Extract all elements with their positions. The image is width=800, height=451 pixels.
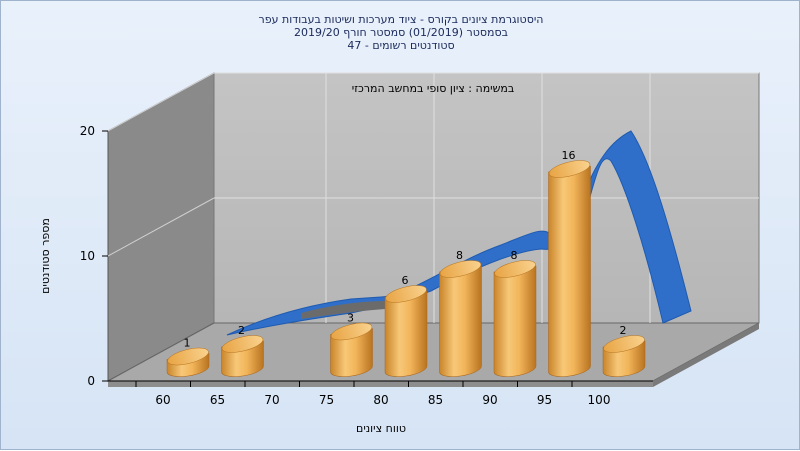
y-tick-label: 20 (80, 124, 95, 138)
bar (330, 322, 373, 377)
chart-annotation: במשימה : ציון סופי במחשב המרכזי (352, 82, 515, 95)
gridline-left (107, 197, 215, 257)
bar-top (330, 322, 373, 341)
distribution-curve (226, 130, 692, 336)
data-label: 16 (562, 149, 576, 162)
bars-group: 1 2 3 6 8 8 16 2 (166, 149, 646, 377)
x-tick-label: 90 (482, 393, 497, 407)
data-label: 2 (620, 324, 627, 337)
x-ticks-group: 60 65 70 75 80 85 90 95 100 (108, 380, 653, 407)
y-tick-label: 0 (87, 374, 95, 388)
data-label: 8 (456, 249, 463, 262)
bar (439, 260, 482, 377)
data-label: 1 (184, 337, 191, 350)
x-tick-label: 80 (373, 393, 388, 407)
bar-body (330, 328, 373, 377)
bar-top (603, 335, 645, 353)
chart-title-line-1: היסטוגרמת ציונים בקורס - ציוד מערכות ושי… (259, 13, 544, 26)
distribution-curve-shadow (301, 301, 386, 319)
bar-body (493, 265, 537, 377)
floor-right-edge (653, 323, 759, 387)
x-tick-label: 60 (155, 393, 170, 407)
bar-top (167, 347, 209, 366)
x-axis-label: טווח ציונים (356, 422, 406, 435)
data-label: 8 (511, 249, 518, 262)
bar-top (439, 260, 482, 278)
bar (384, 285, 428, 377)
chart-title-line-3: סטודנטים רשומים - 47 (347, 39, 454, 52)
x-tick-label: 75 (319, 393, 334, 407)
x-tick-label: 65 (210, 393, 225, 407)
bar-top (221, 335, 264, 353)
data-label: 2 (238, 324, 245, 337)
bar (602, 335, 646, 377)
bar-top (494, 260, 536, 278)
y-tick-label: 10 (80, 249, 95, 263)
gridline-left (107, 72, 215, 132)
bar-top (548, 160, 591, 178)
bar-body (384, 290, 428, 377)
data-label: 6 (402, 274, 409, 287)
x-tick-label: 95 (537, 393, 552, 407)
bar (493, 260, 537, 377)
bar (166, 347, 210, 377)
bar-top (385, 285, 427, 303)
floor-front-edge (108, 381, 653, 387)
x-tick-label: 100 (588, 393, 611, 407)
chart-title-line-2: בסמסטר (01/2019) סמסטר חורף 2019/20 (294, 26, 508, 39)
bar (548, 160, 591, 377)
data-label: 3 (347, 312, 354, 325)
bar-body (548, 165, 591, 377)
bar (221, 335, 264, 377)
y-axis-label: מספר סטודנטים (39, 218, 52, 294)
x-tick-label: 85 (428, 393, 443, 407)
bar-body (439, 265, 482, 377)
x-tick-label: 70 (264, 393, 279, 407)
y-ticks-group: 0 10 20 (80, 124, 108, 388)
